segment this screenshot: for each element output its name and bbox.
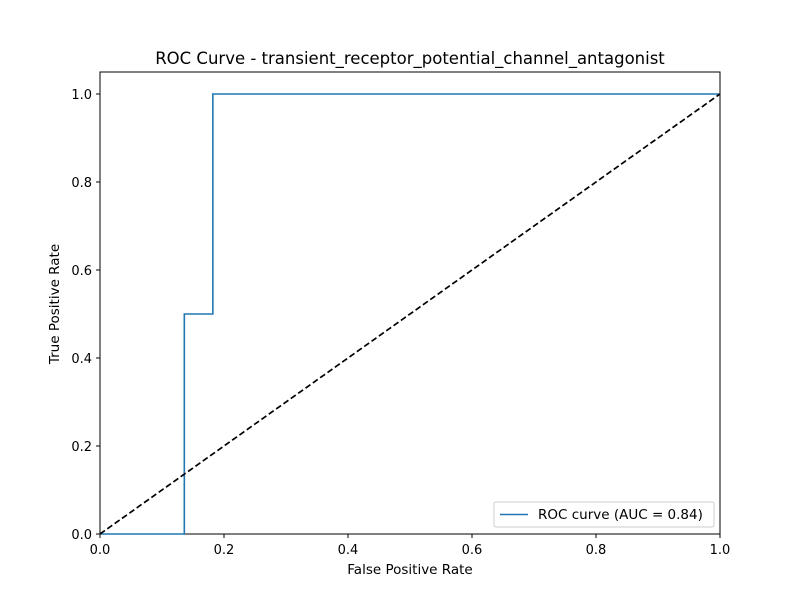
legend-frame <box>493 501 715 528</box>
y-tick-label: 0.8 <box>71 176 92 191</box>
y-tick-label: 0.6 <box>71 264 92 279</box>
x-tick-label: 0.0 <box>90 543 111 558</box>
y-tick-label: 0.0 <box>71 528 92 543</box>
roc-curve-line <box>100 93 720 535</box>
y-tick-label: 0.4 <box>71 352 92 367</box>
chance-diagonal-line <box>99 93 721 535</box>
x-tick-label: 0.2 <box>214 543 235 558</box>
x-tick-label: 0.8 <box>586 543 607 558</box>
legend: ROC curve (AUC = 0.84) <box>493 501 715 528</box>
series-layer <box>99 93 721 535</box>
y-tick-label: 1.0 <box>71 88 92 103</box>
x-axis-ticks: 0.0 0.2 0.4 0.6 0.8 1.0 <box>90 534 731 558</box>
legend-label: ROC curve (AUC = 0.84) <box>538 507 703 523</box>
y-tick-label: 0.2 <box>71 440 92 455</box>
y-axis-ticks: 0.0 0.2 0.4 0.6 0.8 1.0 <box>71 88 100 543</box>
x-tick-label: 1.0 <box>710 543 731 558</box>
plot-frame <box>99 71 721 535</box>
plot-area <box>99 71 721 535</box>
x-axis-title: False Positive Rate <box>347 562 472 578</box>
y-axis-title: True Positive Rate <box>47 244 63 365</box>
chart-title: ROC Curve - transient_receptor_potential… <box>155 49 665 69</box>
x-tick-label: 0.6 <box>462 543 483 558</box>
x-tick-label: 0.4 <box>338 543 359 558</box>
